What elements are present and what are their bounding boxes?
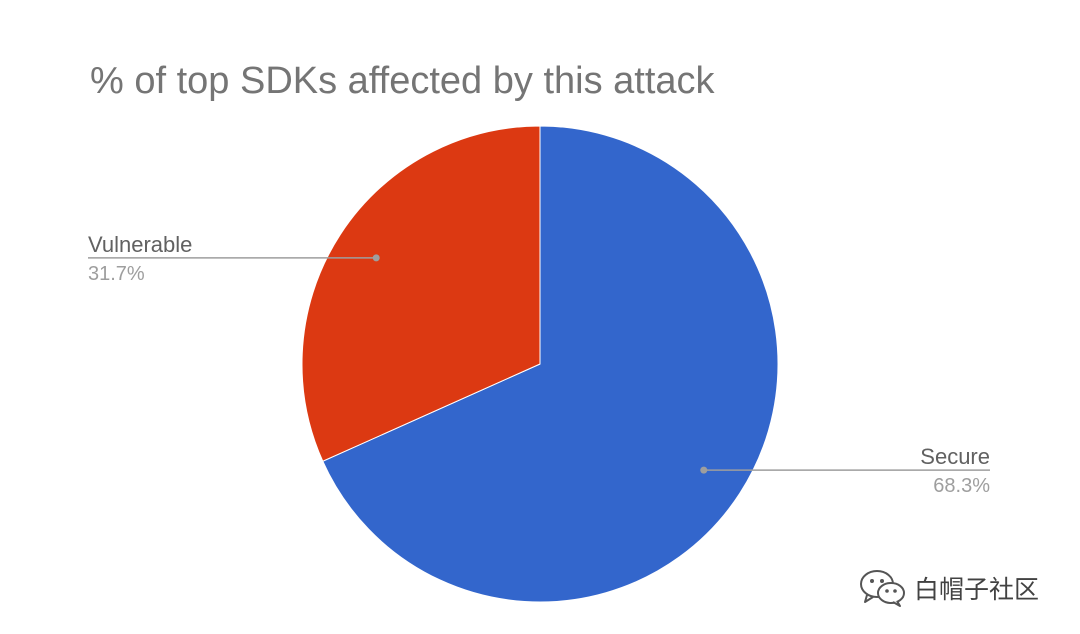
watermark: 白帽子社区 bbox=[858, 568, 1039, 608]
slice-label-secure: Secure bbox=[920, 444, 990, 469]
slice-value-vulnerable: 31.7% bbox=[88, 263, 145, 285]
chart-title: % of top SDKs affected by this attack bbox=[90, 60, 715, 102]
pie-slice-secure bbox=[322, 125, 779, 603]
wechat-icon bbox=[860, 570, 905, 607]
slice-label-vulnerable: Vulnerable bbox=[88, 232, 192, 257]
slice-value-secure: 68.3% bbox=[933, 475, 990, 497]
watermark-text: 白帽子社区 bbox=[914, 575, 1040, 604]
pie-slice-vulnerable bbox=[301, 125, 541, 462]
